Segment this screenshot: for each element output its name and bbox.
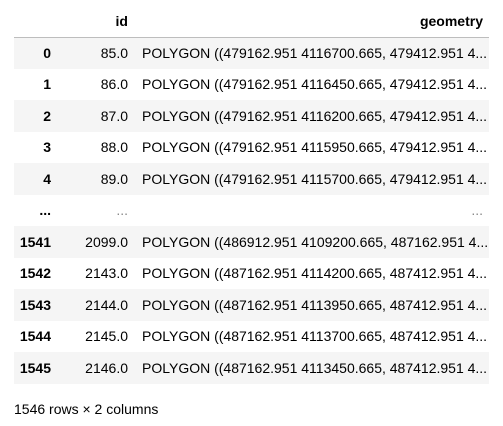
table-row: 1542 2143.0 POLYGON ((487162.951 4114200… <box>14 257 489 289</box>
dataframe-output: id geometry 0 85.0 POLYGON ((479162.951 … <box>14 5 489 384</box>
cell-id: 88.0 <box>100 139 128 156</box>
row-index: 1544 <box>19 328 51 345</box>
cell-id: 89.0 <box>100 170 128 187</box>
cell-id: 2144.0 <box>85 296 128 313</box>
row-index: 4 <box>43 170 51 187</box>
cell-id: 2099.0 <box>85 233 128 250</box>
table-row-ellipsis: ... ... ... <box>14 194 489 226</box>
cell-id: 2146.0 <box>85 359 128 376</box>
table-row: 1544 2145.0 POLYGON ((487162.951 4113700… <box>14 320 489 352</box>
cell-geometry: POLYGON ((487162.951 4113450.665, 487412… <box>142 359 488 376</box>
cell-id: 86.0 <box>100 76 128 93</box>
cell-geometry: POLYGON ((486912.951 4109200.665, 487162… <box>142 233 489 250</box>
column-header-id: id <box>115 12 128 29</box>
row-index: 1541 <box>19 233 51 250</box>
dataframe-table: id geometry 0 85.0 POLYGON ((479162.951 … <box>14 5 489 384</box>
cell-id-ellipsis: ... <box>116 202 128 219</box>
column-header-geometry: geometry <box>419 12 483 29</box>
table-row: 1543 2144.0 POLYGON ((487162.951 4113950… <box>14 289 489 321</box>
dataframe-shape-summary: 1546 rows × 2 columns <box>14 401 159 417</box>
table-row: 4 89.0 POLYGON ((479162.951 4115700.665,… <box>14 163 489 195</box>
cell-geometry: POLYGON ((487162.951 4113950.665, 487412… <box>142 296 488 313</box>
table-row: 2 87.0 POLYGON ((479162.951 4116200.665,… <box>14 100 489 132</box>
index-header <box>14 5 58 37</box>
table-row: 1545 2146.0 POLYGON ((487162.951 4113450… <box>14 352 489 384</box>
row-index: 1542 <box>19 265 51 282</box>
cell-geometry: POLYGON ((479162.951 4115700.665, 479412… <box>142 170 488 187</box>
cell-id: 2143.0 <box>85 265 128 282</box>
cell-id: 85.0 <box>100 45 128 61</box>
cell-id: 87.0 <box>100 107 128 124</box>
row-index: 3 <box>43 139 51 156</box>
table-row: 0 85.0 POLYGON ((479162.951 4116700.665,… <box>14 37 489 69</box>
table-row: 1541 2099.0 POLYGON ((486912.951 4109200… <box>14 226 489 258</box>
row-index: 1543 <box>19 296 51 313</box>
cell-geometry-ellipsis: ... <box>471 202 483 219</box>
cell-geometry: POLYGON ((487162.951 4113700.665, 487412… <box>142 328 488 345</box>
row-index: 1 <box>43 76 51 93</box>
table-row: 1 86.0 POLYGON ((479162.951 4116450.665,… <box>14 68 489 100</box>
cell-geometry: POLYGON ((479162.951 4115950.665, 479412… <box>142 139 488 156</box>
row-index-ellipsis: ... <box>39 202 51 219</box>
cell-id: 2145.0 <box>85 328 128 345</box>
table-row: 3 88.0 POLYGON ((479162.951 4115950.665,… <box>14 131 489 163</box>
table-header-row: id geometry <box>14 5 489 37</box>
cell-geometry: POLYGON ((479162.951 4116450.665, 479412… <box>142 76 488 93</box>
row-index: 2 <box>43 107 51 124</box>
cell-geometry: POLYGON ((487162.951 4114200.665, 487412… <box>142 265 488 282</box>
cell-geometry: POLYGON ((479162.951 4116700.665, 479412… <box>142 45 488 61</box>
row-index: 1545 <box>19 359 51 376</box>
row-index: 0 <box>43 45 51 61</box>
cell-geometry: POLYGON ((479162.951 4116200.665, 479412… <box>142 107 488 124</box>
